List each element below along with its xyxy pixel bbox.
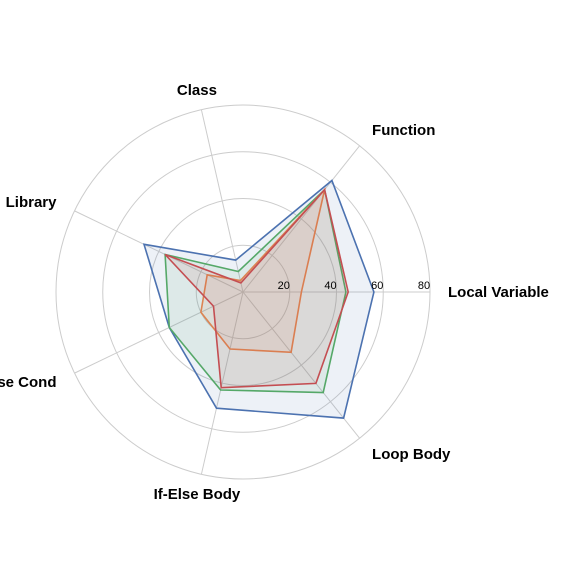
series-layer — [142, 179, 375, 419]
axis-label-class: Class — [177, 82, 217, 99]
axis-label-loop-body: Loop Body — [372, 446, 451, 463]
axis-label-local-variable: Local Variable — [448, 284, 549, 301]
radar-grid — [55, 104, 431, 480]
series-0-polygon — [142, 179, 375, 419]
series-1-polygon — [164, 188, 347, 394]
axis-label-if-else-body: If-Else Body — [154, 486, 241, 503]
spoke-4 — [74, 291, 244, 374]
spoke-1 — [242, 145, 360, 293]
spoke-6 — [242, 291, 360, 439]
tick-label-40: 40 — [324, 280, 336, 292]
axis-label-library: Library — [6, 194, 58, 211]
spoke-5 — [200, 291, 244, 475]
series-3-polygon — [164, 188, 350, 389]
spoke-3 — [74, 210, 244, 293]
tick-label-20: 20 — [278, 280, 290, 292]
axis-label-if-else-cond: If-Else Cond — [0, 374, 56, 391]
tick-label-60: 60 — [371, 280, 383, 292]
axis-labels: 20 40 60 80 Local Variable Function Class Libra… — [0, 82, 549, 503]
tick-label-80: 80 — [418, 280, 430, 292]
spoke-2 — [200, 109, 244, 293]
axis-label-function: Function — [372, 122, 435, 139]
